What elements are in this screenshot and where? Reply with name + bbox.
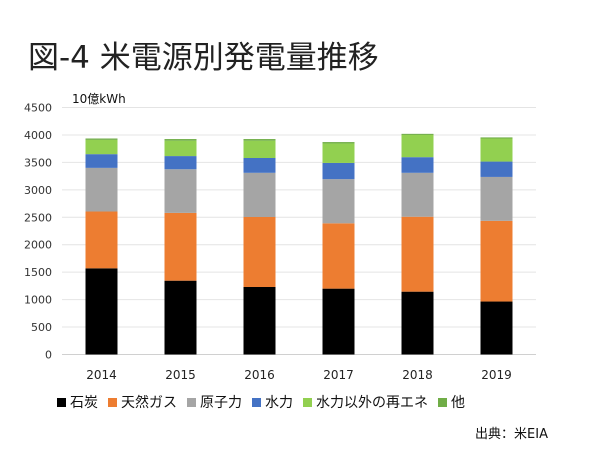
legend-item: 水力 [252, 392, 293, 412]
bar-segment-2016-水力 [243, 157, 276, 173]
legend-item: 天然ガス [108, 392, 177, 412]
legend-swatch [438, 397, 447, 407]
y-tick-label: 1500 [24, 266, 52, 279]
bar-segment-2019-天然ガス [480, 220, 513, 302]
legend-item: 原子力 [187, 392, 242, 412]
y-tick-label: 3500 [24, 156, 52, 169]
legend-swatch [303, 397, 312, 407]
bar-segment-2019-原子力 [480, 176, 513, 221]
y-tick-label: 0 [45, 349, 52, 362]
legend-swatch [57, 397, 66, 407]
legend-swatch [187, 397, 196, 407]
y-axis-unit-label: 10億kWh [72, 92, 126, 106]
bar-segment-2016-原子力 [243, 172, 276, 218]
bar-segment-2017-他 [322, 142, 355, 144]
bar-segment-2014-他 [85, 138, 118, 140]
y-tick-label: 2000 [24, 239, 52, 252]
chart-title: 図-4 米電源別発電量推移 [28, 40, 379, 76]
bar-segment-2015-石炭 [164, 280, 197, 355]
bar-segment-2018-他 [401, 133, 434, 135]
bar-segment-2015-水力 [164, 156, 197, 170]
bar-segment-2015-水力以外の再エネ [164, 140, 197, 157]
bar-segment-2015-他 [164, 139, 197, 141]
legend-label: 水力 [265, 395, 293, 411]
bar-segment-2016-石炭 [243, 286, 276, 355]
bar-segment-2018-水力 [401, 157, 434, 173]
legend-item: 石炭 [57, 392, 98, 412]
legend-item: 他 [438, 392, 465, 412]
y-tick-label: 4500 [24, 102, 52, 115]
bar-segment-2015-天然ガス [164, 212, 197, 281]
x-tick-label: 2016 [244, 368, 275, 382]
y-tick-label: 500 [31, 321, 52, 334]
legend-item: 水力以外の再エネ [303, 392, 428, 412]
legend-label: 原子力 [200, 395, 242, 411]
bar-segment-2019-水力 [480, 161, 513, 177]
x-tick-label: 2014 [86, 368, 117, 382]
legend: 石炭 天然ガス 原子力 水力 水力以外の再エネ 他 [57, 392, 465, 412]
bar-segment-2016-水力以外の再エネ [243, 140, 276, 158]
legend-label: 水力以外の再エネ [316, 395, 428, 411]
legend-label: 天然ガス [121, 395, 177, 411]
bar-segment-2014-天然ガス [85, 211, 118, 269]
y-tick-label: 4000 [24, 129, 52, 142]
bar-segment-2015-原子力 [164, 169, 197, 213]
bar-segment-2017-石炭 [322, 288, 355, 355]
bar-segment-2017-天然ガス [322, 223, 355, 289]
y-tick-label: 3000 [24, 184, 52, 197]
bar-segment-2019-水力以外の再エネ [480, 138, 513, 162]
x-tick-label: 2019 [481, 368, 512, 382]
x-tick-label: 2015 [165, 368, 196, 382]
bar-segment-2019-石炭 [480, 301, 513, 355]
y-tick-label: 2500 [24, 211, 52, 224]
source-note: 出典：米EIA [475, 427, 548, 442]
bar-segment-2017-水力以外の再エネ [322, 143, 355, 163]
bar-segment-2018-天然ガス [401, 216, 434, 292]
bar-segment-2016-天然ガス [243, 217, 276, 287]
legend-label: 他 [451, 395, 465, 411]
x-tick-label: 2018 [402, 368, 433, 382]
legend-swatch [108, 397, 117, 407]
bar-segment-2018-石炭 [401, 291, 434, 355]
legend-label: 石炭 [70, 395, 98, 411]
y-tick-label: 1000 [24, 294, 52, 307]
bar-segment-2018-原子力 [401, 172, 434, 217]
bar-segment-2014-水力 [85, 154, 118, 168]
bar-segment-2014-石炭 [85, 268, 118, 355]
bar-segment-2019-他 [480, 137, 513, 139]
bar-segment-2017-水力 [322, 162, 355, 180]
bar-segment-2018-水力以外の再エネ [401, 134, 434, 158]
bar-segment-2016-他 [243, 139, 276, 141]
bar-segment-2014-水力以外の再エネ [85, 139, 118, 155]
x-tick-label: 2017 [323, 368, 354, 382]
bar-segment-2014-原子力 [85, 167, 118, 212]
legend-swatch [252, 397, 261, 407]
bar-segment-2017-原子力 [322, 179, 355, 224]
